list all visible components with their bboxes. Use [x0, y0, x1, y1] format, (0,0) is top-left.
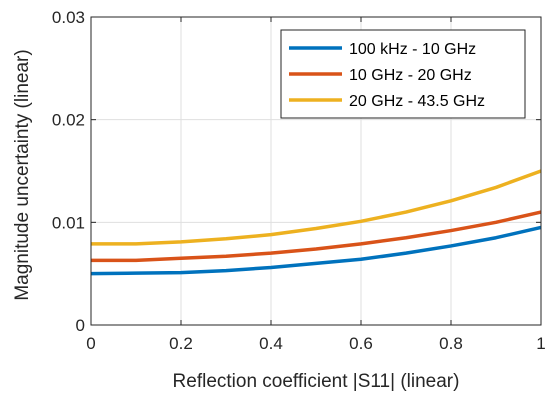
x-tick-label: 0.6	[349, 334, 373, 353]
y-axis-label: Magnitude uncertainty (linear)	[12, 49, 33, 300]
y-tick-label: 0.01	[52, 213, 85, 232]
x-tick-label: 1	[536, 334, 545, 353]
series-layer	[90, 169, 542, 276]
x-tick-label: 0	[86, 334, 95, 353]
y-tick-label: 0.02	[52, 111, 85, 130]
x-axis-label: Reflection coefficient |S11| (linear)	[173, 371, 460, 392]
x-tick-label: 0.8	[439, 334, 463, 353]
legend-label-1: 100 kHz - 10 GHz	[349, 41, 476, 58]
x-tick-label: 0.4	[259, 334, 283, 353]
series-line-1	[90, 225, 542, 276]
ticks	[90, 16, 542, 326]
series-line-3	[91, 169, 542, 246]
legend: 100 kHz - 10 GHz 10 GHz - 20 GHz 20 GHz - …	[280, 29, 526, 119]
axes-box	[90, 16, 542, 326]
y-tick-label: 0.03	[52, 8, 85, 27]
legend-label-2: 10 GHz - 20 GHz	[349, 67, 472, 84]
series-line-2	[91, 210, 542, 263]
y-tick-label: 0	[76, 316, 85, 335]
tick-labels: 0 0.2 0.4 0.6 0.8 1 0 0.01 0.02 0.03	[52, 8, 546, 353]
x-tick-label: 0.2	[169, 334, 193, 353]
legend-label-3: 20 GHz - 43.5 GHz	[349, 93, 485, 110]
